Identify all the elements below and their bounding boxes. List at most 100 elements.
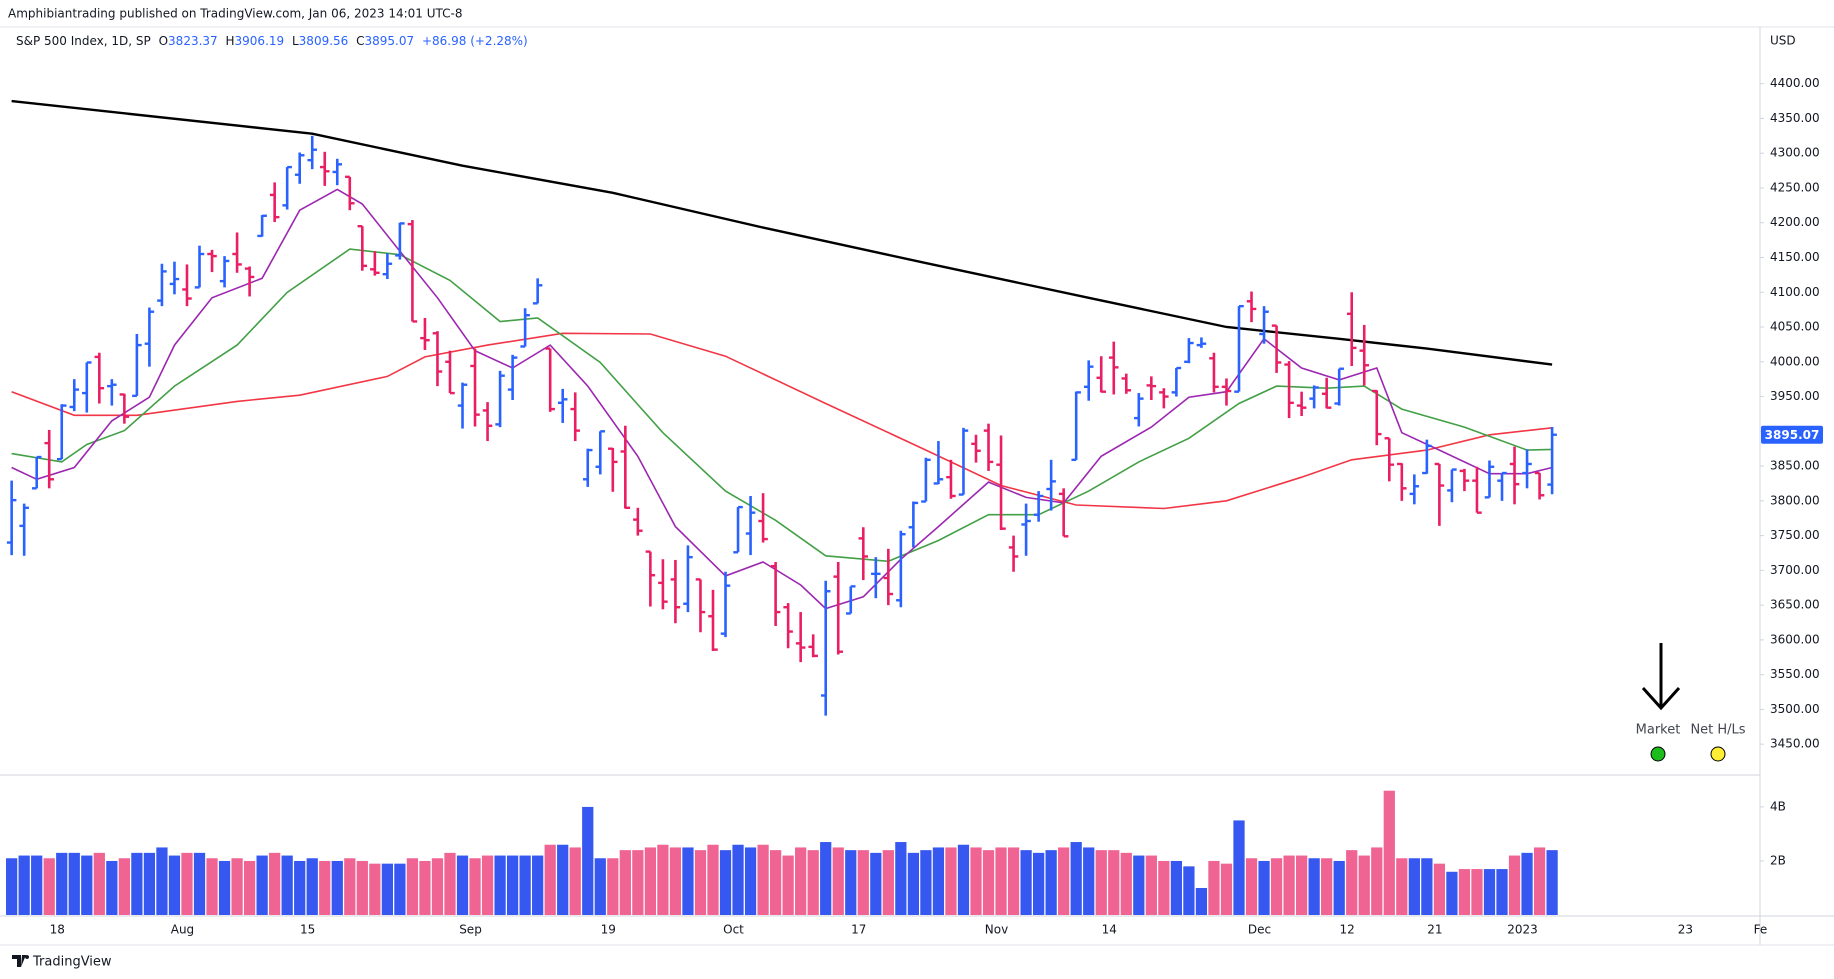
volume-bar (1007, 847, 1020, 915)
volume-bar (682, 847, 694, 915)
volume-bar (1508, 855, 1521, 915)
volume-bar (1421, 858, 1433, 915)
y-tick-label: 4400.00 (1770, 76, 1820, 90)
o-prefix: O (159, 34, 168, 48)
volume-bar (81, 855, 93, 915)
volume-bar (1483, 869, 1496, 915)
moving-average (11, 188, 1553, 610)
volume-bar (1346, 850, 1358, 915)
volume-bar (93, 852, 105, 915)
volume-bar (1258, 860, 1270, 915)
volume-bar (1158, 860, 1170, 915)
x-tick-label: Nov (985, 923, 1008, 937)
volume-bar (1270, 858, 1283, 915)
volume-bar (156, 847, 168, 915)
volume-bar (657, 844, 669, 915)
volume-bar (1058, 847, 1070, 915)
volume-bar (744, 847, 757, 915)
volume-bar (419, 860, 431, 915)
x-tick-label: Aug (171, 923, 194, 937)
volume-bar (218, 860, 231, 915)
volume-bar (206, 858, 218, 915)
x-tick-label: 23 (1678, 923, 1693, 937)
volume-bar (369, 863, 381, 915)
volume-bar (68, 852, 80, 915)
volume-bar (920, 850, 932, 915)
moving-average (11, 248, 1553, 563)
volume-bar (807, 850, 819, 915)
volume-bar (456, 855, 469, 915)
volume-bar (1283, 855, 1295, 915)
volume-bar (131, 852, 143, 915)
volume-bar (782, 855, 794, 915)
volume-bar (1095, 850, 1107, 915)
volume-bar (394, 863, 406, 915)
volume-bar (945, 847, 957, 915)
volume-bar (1433, 863, 1446, 915)
x-tick-label: 17 (851, 923, 866, 937)
last-price-box (1761, 425, 1823, 444)
publisher: Amphibiantrading published on TradingVie… (8, 7, 462, 21)
indicator-label: Market (1636, 723, 1681, 738)
close-value: 3895.07 (365, 34, 415, 48)
footer: TradingView (32, 955, 112, 970)
volume-bar (1145, 855, 1157, 915)
y-tick-label: 3850.00 (1770, 459, 1820, 473)
volume-bar (294, 860, 306, 915)
volume-bar (1446, 871, 1458, 915)
volume-bar (344, 858, 356, 915)
volume-bar (356, 860, 368, 915)
c-prefix: C (356, 34, 364, 48)
volume-bar (56, 852, 68, 915)
x-tick-label: Fe (1754, 923, 1768, 937)
volume-bar (1458, 869, 1471, 915)
x-tick-label: 19 (601, 923, 616, 937)
volume-bar (281, 855, 293, 915)
volume-bar (406, 858, 419, 915)
y-tick-label: 3950.00 (1770, 389, 1820, 403)
volume-bar (769, 850, 782, 915)
volume-bar (1546, 850, 1558, 915)
volume-bar (1220, 863, 1233, 915)
volume-bar (895, 842, 907, 915)
x-tick-label: Dec (1248, 923, 1271, 937)
volume-bar (982, 850, 995, 915)
low-value: 3809.56 (299, 34, 349, 48)
indicator-dot (1710, 746, 1726, 762)
volume-bar (632, 850, 644, 915)
volume-bar (1208, 860, 1220, 915)
volume-bar (619, 850, 631, 915)
volume-bar (269, 852, 281, 915)
volume-bar (1521, 852, 1533, 915)
volume-bar (1245, 858, 1258, 915)
volume-bar (569, 847, 581, 915)
volume-bar (1396, 858, 1408, 915)
volume-bar (907, 852, 920, 915)
last-price-label: 3895.07 (1765, 428, 1820, 442)
x-tick-label: 2023 (1507, 923, 1538, 937)
volume-bar (1471, 869, 1483, 915)
volume-bar (1020, 850, 1032, 915)
volume-bar (795, 847, 807, 915)
volume-bar (707, 844, 719, 915)
volume-bar (1108, 850, 1120, 915)
l-prefix: L (292, 34, 299, 48)
volume-bar (6, 858, 18, 915)
volume-bar (431, 858, 444, 915)
volume-bar (31, 855, 43, 915)
y-tick-label: 3650.00 (1770, 598, 1820, 612)
volume-bar (594, 858, 606, 915)
volume-bar (857, 850, 869, 915)
volume-bar (1533, 847, 1546, 915)
volume-bar (306, 858, 318, 915)
volume-bar (719, 850, 732, 915)
volume-bar (1295, 855, 1308, 915)
volume-bar (1496, 869, 1508, 915)
volume-bar (1195, 887, 1208, 915)
legend: S&P 500 Index, 1D, SP O3823.37 H3906.19 … (16, 34, 528, 48)
x-tick-label: 12 (1340, 923, 1355, 937)
y-tick-label: 3700.00 (1770, 563, 1820, 577)
symbol: S&P 500 Index, 1D, SP (16, 34, 151, 48)
volume-bar (882, 850, 894, 915)
